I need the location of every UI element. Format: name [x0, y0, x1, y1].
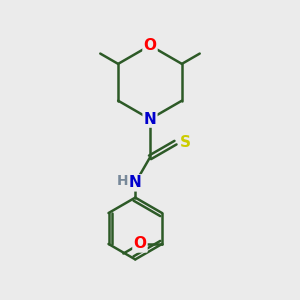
Text: S: S [180, 135, 191, 150]
Text: H: H [117, 174, 129, 188]
Text: N: N [129, 176, 142, 190]
Text: O: O [134, 236, 146, 251]
Text: N: N [144, 112, 156, 127]
Text: O: O [143, 38, 157, 53]
